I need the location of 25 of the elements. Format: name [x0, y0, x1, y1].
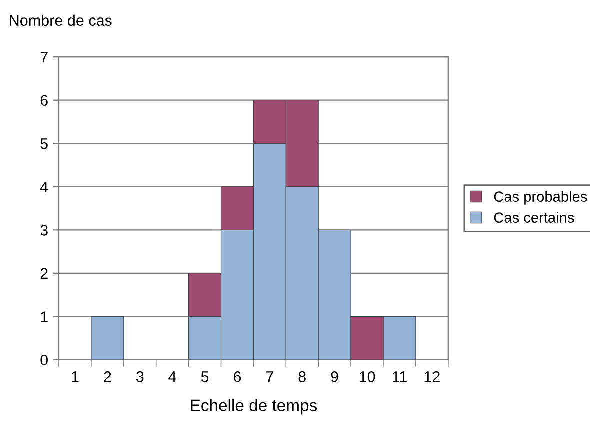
y-tick-label: 3 [40, 225, 48, 236]
y-axis-title: Nombre de cas [10, 14, 112, 26]
legend-label: Cas certains [494, 212, 574, 223]
y-tick-label: 2 [40, 268, 48, 279]
x-tick-label: 3 [136, 371, 144, 382]
x-tick-label: 12 [424, 371, 440, 382]
y-tick-label: 6 [40, 95, 48, 106]
x-tick-label: 2 [104, 371, 112, 382]
x-tick-label: 11 [392, 372, 407, 382]
x-tick-label: 9 [331, 371, 338, 382]
y-tick-label: 0 [40, 354, 48, 366]
y-tick-label: 1 [41, 312, 48, 322]
x-tick-label: 5 [201, 372, 209, 382]
x-tick-label: 6 [234, 371, 242, 382]
legend-label: Cas probables [494, 191, 588, 205]
x-tick-label: 4 [168, 372, 176, 382]
y-tick-label: 4 [40, 182, 48, 192]
y-tick-label: 5 [40, 138, 48, 150]
bar [91, 316, 124, 360]
x-axis-title: Echelle de temps [191, 399, 318, 415]
x-tick-label: 7 [266, 372, 274, 382]
x-tick-label: 10 [360, 371, 376, 382]
y-tick-label: 7 [40, 52, 48, 63]
x-tick-label: 8 [298, 371, 306, 382]
x-tick-label: 1 [72, 372, 79, 382]
